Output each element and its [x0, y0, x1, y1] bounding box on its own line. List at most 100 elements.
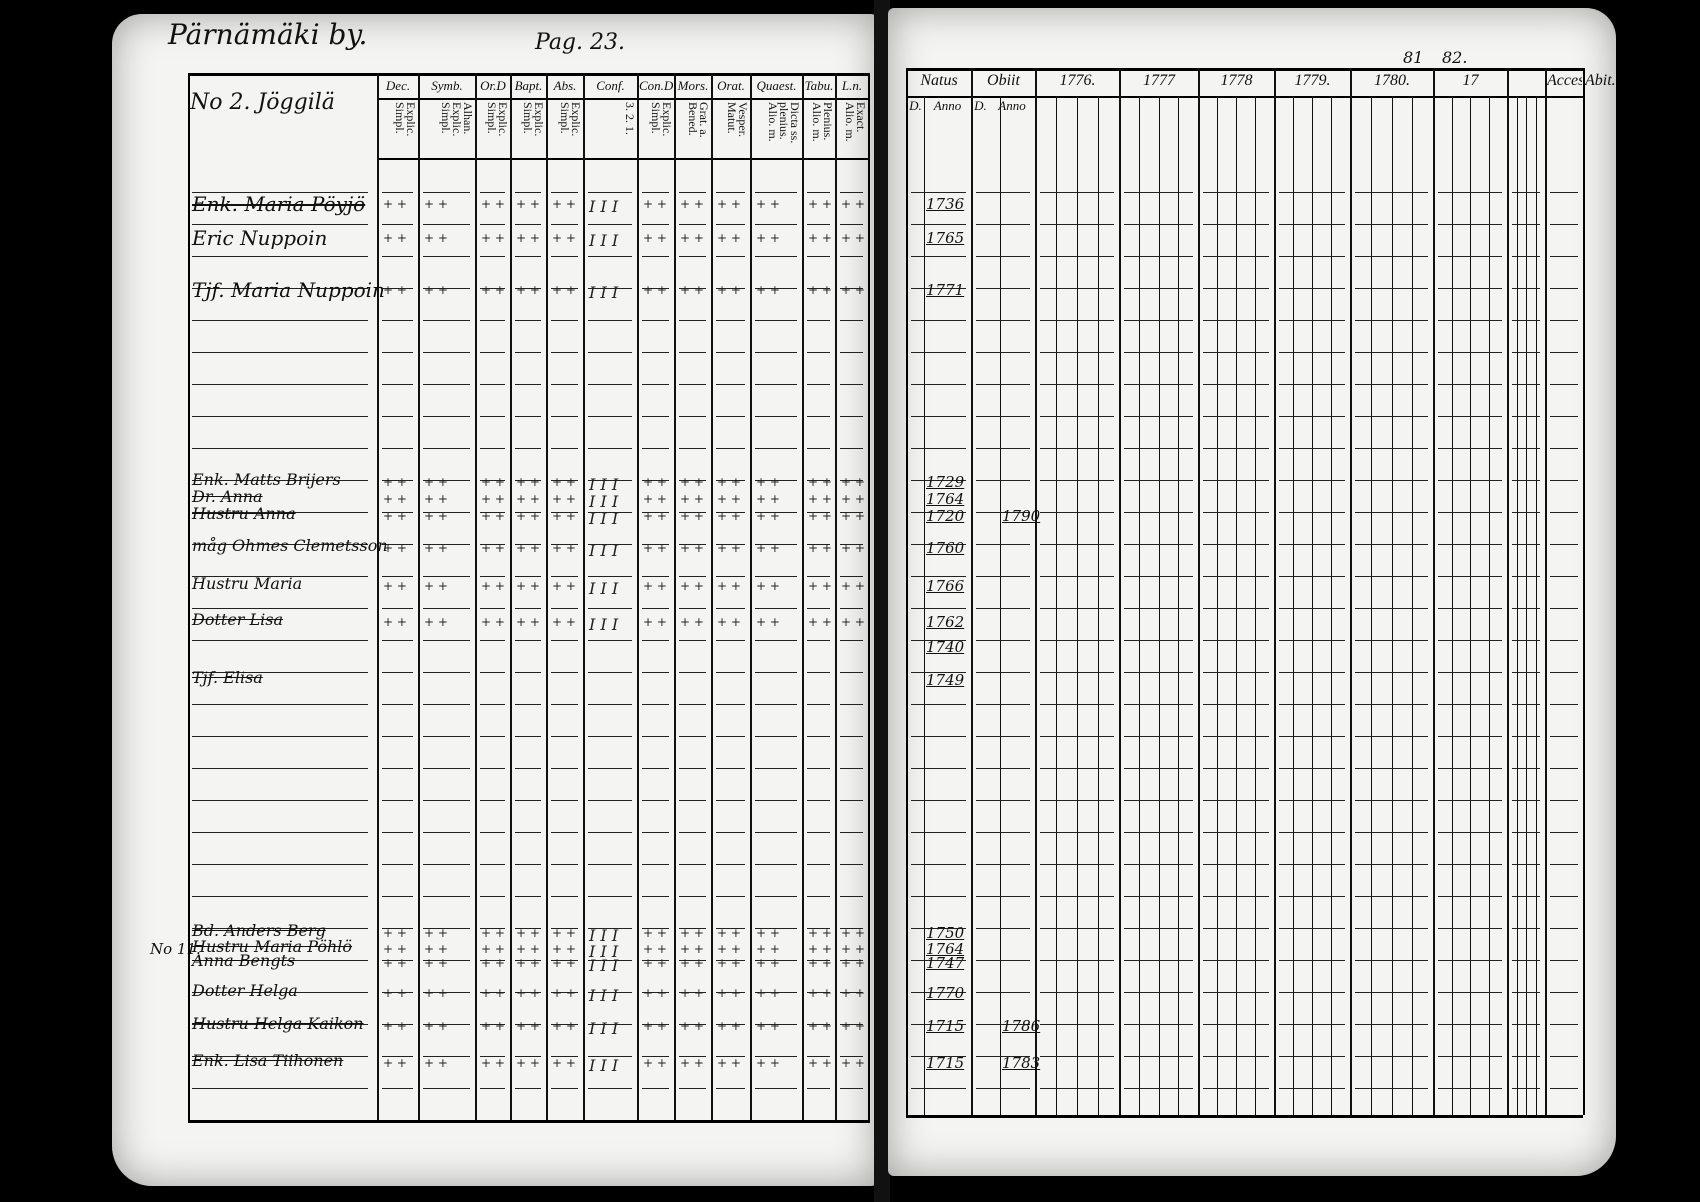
row-rule: [1279, 384, 1345, 385]
row-rule: [716, 576, 745, 577]
row-rule: [1040, 544, 1114, 545]
row-rule: [1355, 864, 1428, 865]
catechism-mark: + +: [383, 541, 407, 555]
row-rule: [551, 288, 578, 289]
row-rule: [423, 1088, 470, 1089]
row-rule: [480, 992, 505, 993]
row-rule: [642, 608, 669, 609]
row-rule: [1279, 608, 1345, 609]
row-rule: [1040, 1056, 1114, 1057]
row-rule: [192, 320, 368, 321]
row-rule: [1203, 480, 1269, 481]
column-header: 1778: [1220, 72, 1253, 89]
row-rule: [515, 512, 541, 513]
row-rule: [807, 576, 830, 577]
row-rule: [551, 640, 578, 641]
person-name: måg Ohmes Clemetsson: [192, 536, 388, 555]
row-rule: [551, 864, 578, 865]
row-rule: [1203, 864, 1269, 865]
row-rule: [1438, 864, 1502, 865]
birth-year: 1762: [926, 613, 965, 631]
row-rule: [755, 1024, 797, 1025]
row-rule: [588, 288, 632, 289]
row-rule: [911, 640, 966, 641]
catechism-mark: + +: [552, 1019, 576, 1033]
row-rule: [755, 416, 797, 417]
row-rule: [755, 256, 797, 257]
column-rule: [674, 73, 676, 1120]
extra-year-81: 81: [1403, 48, 1424, 67]
row-rule: [679, 320, 706, 321]
row-rule: [679, 672, 706, 673]
death-year: 1783: [1002, 1054, 1041, 1072]
row-rule: [840, 1056, 863, 1057]
row-rule: [1355, 1088, 1428, 1089]
catechism-mark: I I I: [589, 1019, 619, 1038]
row-rule: [642, 960, 669, 961]
row-rule: [423, 960, 470, 961]
row-rule: [1040, 960, 1114, 961]
row-rule: [1355, 256, 1428, 257]
catechism-mark: + +: [808, 509, 832, 523]
catechism-mark: + +: [643, 492, 667, 506]
row-rule: [807, 512, 830, 513]
column-header: 17: [1462, 72, 1479, 89]
row-rule: [1040, 704, 1114, 705]
row-rule: [1512, 352, 1540, 353]
column-header: Abs.: [553, 78, 577, 93]
row-rule: [911, 576, 966, 577]
row-rule: [976, 576, 1030, 577]
row-rule: [840, 608, 863, 609]
row-rule: [1279, 1024, 1345, 1025]
row-rule: [1550, 384, 1578, 385]
column-header: 1777: [1143, 72, 1175, 89]
column-rule: [906, 68, 908, 1115]
row-rule: [588, 832, 632, 833]
catechism-mark: + +: [680, 986, 704, 1000]
row-rule: [716, 416, 745, 417]
row-rule: [755, 608, 797, 609]
birth-year: 1720: [926, 507, 965, 525]
row-rule: [840, 1024, 863, 1025]
catechism-mark: + +: [516, 492, 540, 506]
sub-column-rule: [1412, 96, 1414, 1115]
row-rule: [551, 192, 578, 193]
row-rule: [1124, 256, 1193, 257]
row-rule: [480, 192, 505, 193]
row-rule: [1040, 480, 1114, 481]
column-subheader: Explic. Simpl.: [558, 102, 581, 137]
extra-year-82: 82.: [1442, 48, 1468, 67]
row-rule: [716, 864, 745, 865]
table-border: [188, 1120, 870, 1123]
row-rule: [755, 352, 797, 353]
column-rule: [637, 73, 639, 1120]
row-rule: [1124, 448, 1193, 449]
row-rule: [1438, 512, 1502, 513]
row-rule: [1355, 384, 1428, 385]
row-rule: [1512, 320, 1540, 321]
row-rule: [1124, 640, 1193, 641]
row-rule: [755, 576, 797, 577]
birth-year: 1715: [926, 1054, 965, 1072]
row-rule: [911, 416, 966, 417]
row-rule: [588, 192, 632, 193]
catechism-mark: + +: [717, 615, 741, 629]
column-rule: [377, 73, 379, 1120]
catechism-mark: I I I: [589, 475, 619, 494]
person-name: Dotter Lisa: [192, 610, 284, 629]
row-rule: [423, 768, 470, 769]
row-rule: [588, 768, 632, 769]
row-rule: [911, 512, 966, 513]
person-name: Hustru Maria: [192, 574, 303, 593]
row-rule: [1438, 1056, 1502, 1057]
row-rule: [807, 608, 830, 609]
row-rule: [1040, 928, 1114, 929]
row-rule: [382, 608, 413, 609]
row-rule: [679, 224, 706, 225]
row-rule: [1550, 960, 1578, 961]
row-rule: [976, 800, 1030, 801]
birth-year: 1747: [926, 954, 965, 972]
catechism-mark: + +: [717, 509, 741, 523]
row-rule: [911, 192, 966, 193]
catechism-mark: I I I: [589, 1056, 619, 1075]
